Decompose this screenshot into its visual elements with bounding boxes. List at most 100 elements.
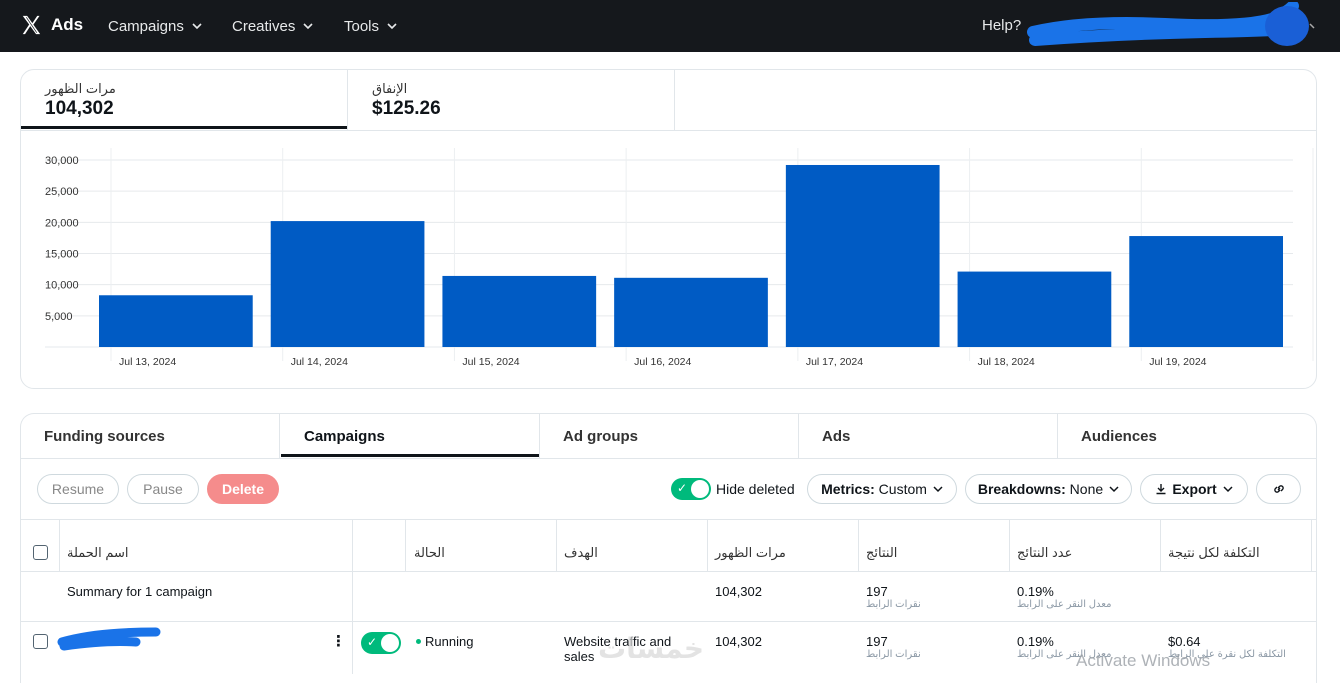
header-objective[interactable]: الهدف [564,545,598,560]
header-results[interactable]: النتائج [866,545,898,560]
tab-divider [1057,413,1058,459]
select-all-checkbox[interactable] [33,545,48,560]
metric-spend-tab[interactable]: الإنفاق $125.26 [348,70,674,130]
nav-creatives-menu[interactable]: Creatives [232,0,313,52]
header-impressions[interactable]: مرات الظهور [715,545,786,560]
header-status[interactable]: الحالة [414,545,445,560]
row-status: Running [425,634,474,649]
download-icon [1156,484,1166,495]
col-divider [352,519,353,674]
export-label: Export [1172,481,1217,497]
row-select-checkbox[interactable] [33,634,48,649]
row-cost: $0.64 [1168,634,1201,649]
help-link[interactable]: Help? [982,17,1022,34]
activate-windows-watermark: Activate Windows [1076,651,1211,670]
tab-audiences[interactable]: Audiences [1081,428,1157,445]
chart-bar [270,221,425,347]
tab-active-underline [281,454,539,457]
check-icon: ✓ [367,635,378,649]
y-tick-label: 10,000 [45,280,79,292]
row-results: 197 [866,634,888,649]
metric-impressions-tab[interactable]: مرات الظهور 104,302 [21,70,347,130]
row-rate-sub: معدل النقر على الرابط [1017,649,1112,660]
x-tick-label: Jul 15, 2024 [462,356,519,368]
link-icon [1273,485,1284,493]
row-rate: 0.19% [1017,634,1054,649]
resume-button[interactable]: Resume [37,474,119,504]
row-objective: Website traffic and sales [564,634,672,664]
header-bottom-border [20,571,1317,572]
chart-bar [442,275,597,347]
tab-divider [798,413,799,459]
x-tick-label: Jul 18, 2024 [978,356,1035,368]
header-campaign-name[interactable]: اسم الحملة [67,545,129,560]
metric-impressions-label: مرات الظهور [45,81,116,96]
row-more-menu-icon[interactable]: ⋮ [331,633,346,650]
chevron-down-icon [387,23,397,30]
metric-active-underline [21,126,347,129]
metric-spend-value: $125.26 [372,98,441,119]
metric-bottom-border [21,130,1316,131]
chart-bar [957,271,1112,347]
col-divider [556,519,557,571]
export-button[interactable]: Export [1140,474,1248,504]
nav-campaigns-label: Campaigns [108,17,184,35]
header-result-rate[interactable]: عدد النتائج [1017,545,1073,560]
y-tick-label: 15,000 [45,249,79,261]
metrics-dropdown[interactable]: Metrics: Custom [807,474,957,504]
col-divider [1009,519,1010,571]
nav-creatives-label: Creatives [232,17,296,35]
row-cost-sub: التكلفة لكل نقرة على الرابط [1168,649,1286,660]
summary-rate-sub: معدل النقر على الرابط [1017,599,1112,610]
copy-link-button[interactable] [1256,474,1301,504]
summary-impressions: 104,302 [715,584,762,599]
hide-deleted-toggle[interactable]: ✓ [671,478,711,500]
x-tick-label: Jul 16, 2024 [634,356,691,368]
campaign-name-redaction-scribble[interactable] [56,624,166,654]
ads-brand-label: Ads [51,15,84,34]
toggle-knob [691,480,709,498]
check-icon: ✓ [677,481,688,495]
nav-campaigns-menu[interactable]: Campaigns [108,0,202,52]
x-logo[interactable]: Ads [20,14,83,36]
tab-divider [539,413,540,459]
pause-button[interactable]: Pause [127,474,199,504]
entity-tabs: Funding sources Campaigns Ad groups Ads … [20,413,1317,459]
breakdowns-dropdown[interactable]: Breakdowns: None [965,474,1132,504]
row-results-sub: نقرات الرابط [866,649,921,660]
tab-ads[interactable]: Ads [822,428,851,445]
account-redaction-scribble[interactable] [1025,2,1315,50]
metric-spend-label: الإنفاق [372,81,408,96]
nav-tools-label: Tools [344,17,380,35]
col-divider [1311,519,1312,571]
tab-ad-groups[interactable]: Ad groups [563,428,638,445]
col-divider [858,519,859,571]
tab-divider [279,413,280,459]
nav-tools-menu[interactable]: Tools [344,0,397,52]
top-nav-bar: Ads Campaigns Creatives Tools Help? [0,0,1340,52]
metrics-dropdown-value: Custom [878,481,927,497]
chevron-down-icon [933,486,943,493]
col-divider [59,519,60,571]
tab-campaigns[interactable]: Campaigns [304,428,385,445]
metric-impressions-value: 104,302 [45,98,114,119]
toggle-knob [381,634,399,652]
y-tick-label: 25,000 [45,186,79,198]
tab-funding-sources[interactable]: Funding sources [44,428,165,445]
y-tick-label: 5,000 [45,311,73,323]
header-cost-per-result[interactable]: التكلفة لكل نتيجة [1168,545,1260,560]
metric-divider [347,70,348,130]
x-tick-label: Jul 19, 2024 [1149,356,1206,368]
campaign-active-toggle[interactable]: ✓ [361,632,401,654]
chevron-down-icon [1223,486,1233,493]
x-logo-icon [22,15,41,35]
summary-results-sub: نقرات الرابط [866,599,921,610]
col-divider [1160,519,1161,571]
chart-bar [99,295,253,347]
performance-card: مرات الظهور 104,302 الإنفاق $125.26 5,00… [20,69,1317,389]
summary-label: Summary for 1 campaign [67,584,213,599]
y-tick-label: 20,000 [45,217,79,229]
tabs-bottom-border [20,458,1317,459]
delete-button[interactable]: Delete [207,474,279,504]
hide-deleted-label: Hide deleted [716,481,795,497]
